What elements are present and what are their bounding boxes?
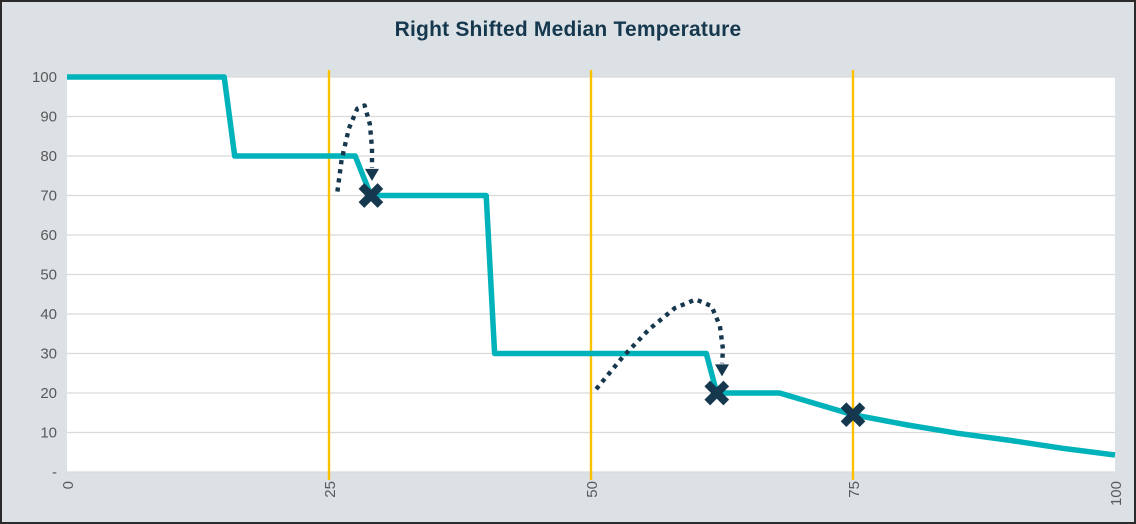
x-tick-label: 75 [846,481,863,498]
y-tick-label: - [52,464,57,481]
y-tick-label: 70 [40,188,57,205]
y-tick-label: 10 [40,425,57,442]
x-tick-label: 50 [584,481,601,498]
median-marker [704,380,730,406]
shift-arrowhead [365,168,379,181]
y-tick-label: 20 [40,385,57,402]
x-tick-label: 100 [1108,481,1125,506]
x-marker-stroke [704,380,730,406]
x-marker-stroke [358,183,384,208]
x-tick-label: 25 [322,481,339,498]
y-tick-label: 50 [40,267,57,284]
shift-arrow [335,103,375,192]
temperature-line [67,74,1116,458]
x-tick-label: 0 [60,481,77,489]
y-tick-label: 100 [32,69,57,86]
y-tick-label: 80 [40,148,57,165]
median-marker [840,402,866,428]
y-tick-label: 90 [40,109,57,126]
y-tick-label: 30 [40,346,57,363]
chart-title: Right Shifted Median Temperature [394,18,742,41]
x-marker-stroke [840,402,866,428]
y-tick-label: 60 [40,227,57,244]
median-marker [358,183,384,208]
shift-arrowhead [715,364,729,377]
y-tick-label: 40 [40,306,57,323]
